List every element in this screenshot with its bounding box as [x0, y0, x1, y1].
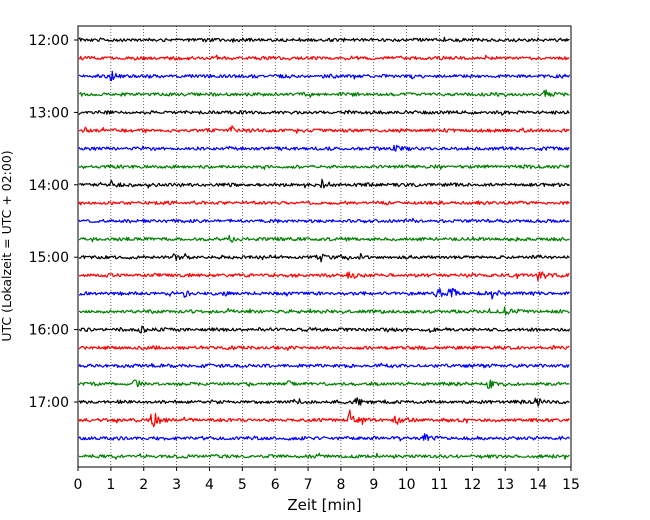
x-tick-label: 8: [336, 477, 345, 493]
y-tick-label: 15:00: [29, 250, 69, 266]
x-tick-label: 5: [238, 477, 247, 493]
y-tick-label: 16:00: [29, 323, 69, 339]
trace-line-1345: [78, 164, 570, 170]
x-tick-label: 14: [529, 477, 547, 493]
trace-line-1300: [78, 109, 570, 116]
trace-line-1215: [78, 54, 570, 61]
x-tick-label: 7: [304, 477, 313, 493]
y-tick-label: 12:00: [29, 33, 69, 49]
trace-line-1515: [78, 271, 570, 282]
x-tick-label: 9: [369, 477, 378, 493]
y-tick-label: 13:00: [29, 105, 69, 121]
x-tick-label: 4: [205, 477, 214, 493]
trace-line-1415: [78, 200, 570, 206]
x-tick-label: 13: [496, 477, 514, 493]
trace-line-1545: [78, 306, 570, 316]
x-axis-title: Zeit [min]: [287, 496, 361, 514]
trace-line-1400: [78, 178, 571, 189]
x-tick-label: 10: [398, 477, 416, 493]
trace-line-1245: [78, 89, 570, 98]
x-tick-label: 2: [139, 477, 148, 493]
trace-line-1700: [78, 397, 570, 407]
x-tick-label: 12: [463, 477, 481, 493]
y-tick-label: 17:00: [29, 395, 69, 411]
x-tick-label: 6: [271, 477, 280, 493]
trace-line-1500: [78, 252, 570, 263]
trace-line-1200: [78, 36, 570, 43]
x-axis: 0 1 2 3 4 5 6 7 8 9 10 11 12 13 14 15: [74, 467, 580, 493]
y-tick-label: 14:00: [29, 178, 69, 194]
trace-line-1745: [78, 452, 570, 460]
x-tick-label: 3: [172, 477, 181, 493]
trace-line-1530: [78, 287, 570, 300]
trace-line-1230: [78, 70, 571, 82]
y-axis: 12:00 13:00 14:00 15:00 16:00 17:00: [29, 33, 78, 411]
trace-line-1715: [78, 409, 570, 428]
x-tick-label: 15: [562, 477, 580, 493]
trace-line-1730: [78, 433, 571, 442]
trace-layer: [78, 36, 571, 460]
x-tick-label: 0: [74, 477, 83, 493]
trace-line-1445: [78, 234, 570, 243]
trace-line-1330: [78, 144, 570, 152]
trace-line-1315: [78, 125, 570, 134]
trace-line-1645: [78, 379, 570, 390]
trace-line-1615: [78, 345, 570, 351]
y-axis-title: UTC (Lokalzeit = UTC + 02:00): [0, 150, 14, 341]
x-tick-label: 11: [431, 477, 449, 493]
trace-line-1630: [78, 362, 570, 369]
plot-frame: [77, 25, 572, 468]
trace-line-1430: [78, 217, 570, 224]
trace-line-1600: [78, 325, 571, 334]
x-tick-label: 1: [106, 477, 115, 493]
